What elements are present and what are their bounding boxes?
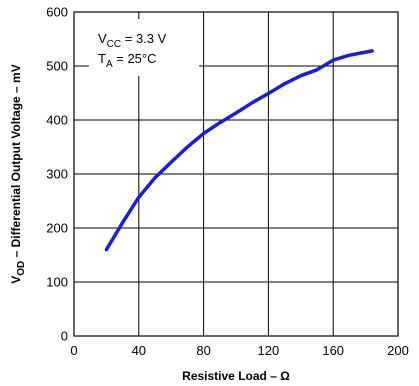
annotation-box <box>89 19 199 76</box>
plot-frame <box>73 11 399 337</box>
annotation-ta-rest: = 25°C <box>113 51 157 66</box>
y-tick-label: 600 <box>46 5 68 20</box>
annotation-ta-main: T <box>98 51 106 66</box>
x-tick-label: 200 <box>387 343 409 358</box>
annotation-vcc-rest: = 3.3 V <box>121 31 166 46</box>
y-axis-title-sub: OD <box>16 261 27 276</box>
annotation-ta: TA = 25°C <box>98 51 157 70</box>
x-axis-title: Resistive Load – Ω <box>182 369 290 383</box>
y-tick-label: 0 <box>61 329 68 344</box>
x-tick-labels: 0 40 80 120 160 200 <box>70 343 408 358</box>
x-tick-label: 120 <box>258 343 280 358</box>
annotation-ta-sub: A <box>106 59 113 70</box>
x-tick-label: 80 <box>196 343 210 358</box>
y-axis-title-rest: – Differential Output Voltage – mV <box>9 64 23 260</box>
y-tick-labels: 0 100 200 300 400 500 600 <box>46 5 68 344</box>
annotation-vcc-main: V <box>98 31 107 46</box>
annotation-vcc-sub: CC <box>107 39 121 50</box>
y-tick-label: 400 <box>46 113 68 128</box>
x-tick-label: 40 <box>132 343 146 358</box>
x-tick-label: 160 <box>322 343 344 358</box>
y-tick-label: 300 <box>46 167 68 182</box>
annotation-vcc: VCC = 3.3 V <box>98 31 167 50</box>
y-tick-label: 500 <box>46 59 68 74</box>
y-tick-label: 200 <box>46 221 68 236</box>
x-tick-label: 0 <box>70 343 77 358</box>
y-tick-label: 100 <box>46 275 68 290</box>
series-layer <box>104 49 374 252</box>
y-axis-title: VOD – Differential Output Voltage – mV <box>9 64 27 284</box>
y-axis-title-main: V <box>9 276 23 284</box>
